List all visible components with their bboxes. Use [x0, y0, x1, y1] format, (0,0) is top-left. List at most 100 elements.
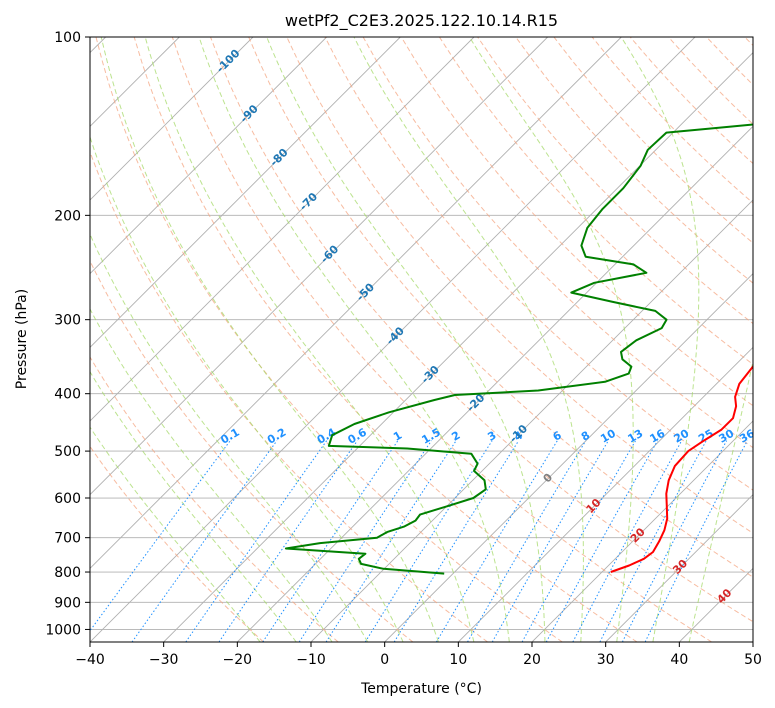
isotherm-gridline [90, 37, 327, 275]
dry-adiabat [324, 37, 753, 491]
isotherm-label: 10 [584, 496, 604, 516]
moist-adiabat [90, 232, 369, 642]
y-tick-label: 600 [54, 491, 81, 507]
mixing-ratio-line [90, 440, 231, 632]
mixing-ratio-label: 0.1 [218, 426, 241, 447]
x-axis-label: Temperature (°C) [360, 681, 482, 697]
y-tick-label: 700 [54, 531, 81, 547]
dry-adiabat [744, 37, 753, 47]
mixing-ratio-label: 2 [449, 429, 462, 444]
dry-adiabat [438, 37, 753, 366]
dry-adiabat [591, 37, 753, 204]
mixing-ratio-line [599, 440, 707, 642]
isotherm-label: 40 [714, 586, 734, 606]
moist-adiabat [469, 37, 634, 642]
isotherm-label: 0 [541, 471, 556, 486]
y-tick-label: 500 [54, 444, 81, 460]
x-tick-label: −40 [75, 652, 105, 668]
moist-adiabat [620, 37, 700, 642]
moist-adiabat [90, 135, 404, 642]
mixing-ratio-label: 6 [551, 428, 564, 443]
dry-adiabat [171, 37, 712, 642]
moist-adiabat [90, 426, 261, 642]
mixing-ratio-line [572, 440, 683, 642]
mixing-ratio-label: 36 [737, 427, 757, 446]
dry-adiabat [210, 37, 753, 623]
dry-adiabat [133, 37, 638, 642]
temperature-profile-line [610, 364, 753, 573]
isotherm-label: -100 [214, 47, 243, 76]
isotherm-gridline [90, 37, 401, 348]
y-tick-label: 1000 [45, 622, 81, 638]
isotherm-gridline [90, 37, 548, 496]
mixing-ratio-line [262, 440, 399, 642]
mixing-ratio-line [644, 440, 748, 642]
x-tick-label: 20 [523, 652, 541, 668]
mixing-ratio-line [545, 440, 659, 642]
mixing-ratio-line [621, 440, 728, 642]
isotherm-label: -50 [354, 280, 377, 303]
isotherm-gridline [310, 199, 753, 642]
isotherm-gridline [90, 37, 696, 642]
y-tick-label: 300 [54, 313, 81, 329]
mixing-ratio-line [521, 440, 637, 642]
mixing-ratio-line [491, 440, 609, 642]
dry-adiabat [90, 356, 339, 642]
y-axis: 100 200 300 400 500 600 700 800 900 1000 [45, 30, 90, 638]
isotherm-gridline [163, 52, 753, 642]
mixing-ratio-label: 16 [647, 427, 667, 446]
isotherm-label: -40 [384, 324, 407, 347]
moist-adiabat [90, 308, 333, 642]
mixing-ratio-label: 3 [485, 429, 498, 444]
x-tick-label: 30 [597, 652, 615, 668]
x-tick-label: −20 [223, 652, 253, 668]
x-tick-label: 50 [744, 652, 762, 668]
y-tick-label: 100 [54, 30, 81, 46]
dry-adiabat [95, 37, 563, 642]
isotherm-label: -60 [318, 242, 341, 265]
isotherm-gridline [90, 37, 254, 201]
isotherm-label: 20 [628, 525, 648, 545]
isotherm-gridline [458, 346, 753, 642]
plot-frame [89, 36, 754, 643]
mixing-ratio-line [298, 440, 432, 642]
dry-adiabat [553, 37, 753, 244]
y-tick-label: 200 [54, 208, 81, 224]
mixing-ratio-label: 1 [391, 429, 404, 444]
y-axis-label: Pressure (hPa) [14, 289, 30, 389]
isotherm-label: -10 [507, 422, 530, 445]
moist-adiabat [100, 37, 439, 642]
isotherm-gridline [752, 641, 753, 642]
isotherm-label: 30 [670, 557, 690, 577]
dry-adiabat [248, 37, 753, 578]
mixing-ratio-label: 1.5 [420, 426, 443, 447]
y-tick-label: 900 [54, 595, 81, 611]
mixing-ratio-line [185, 440, 328, 642]
dry-adiabat [90, 259, 414, 642]
isotherm-label: -90 [238, 102, 261, 125]
mixing-ratio-label: 0.6 [345, 425, 369, 446]
isotherm-label: -80 [267, 146, 290, 169]
dewpoint-profile-line [284, 123, 753, 575]
mixing-ratio-label: 10 [598, 427, 618, 446]
x-axis: −40 −30 −20 −10 0 10 20 30 40 50 [75, 642, 762, 668]
isotherm-gridline [384, 273, 753, 642]
dry-adiabat [515, 37, 753, 284]
moist-adiabat [688, 358, 753, 642]
dry-adiabat [477, 37, 753, 325]
moist-adiabat [144, 37, 475, 642]
mixing-ratio-line [393, 440, 520, 642]
isotherm-label: -30 [419, 363, 442, 386]
isotherm-gridline [90, 37, 622, 569]
mixing-ratio-line [131, 440, 278, 642]
moist-adiabat [266, 37, 546, 642]
dry-adiabat [90, 150, 488, 642]
isotherm-gridline [90, 37, 475, 422]
mixing-ratio-label: 30 [717, 427, 737, 446]
isotherm-label: -70 [297, 190, 320, 213]
x-tick-label: 10 [449, 652, 467, 668]
moist-adiabat [198, 37, 510, 642]
mixing-ratio-label: 0.4 [315, 425, 339, 446]
y-tick-label: 800 [54, 565, 81, 581]
